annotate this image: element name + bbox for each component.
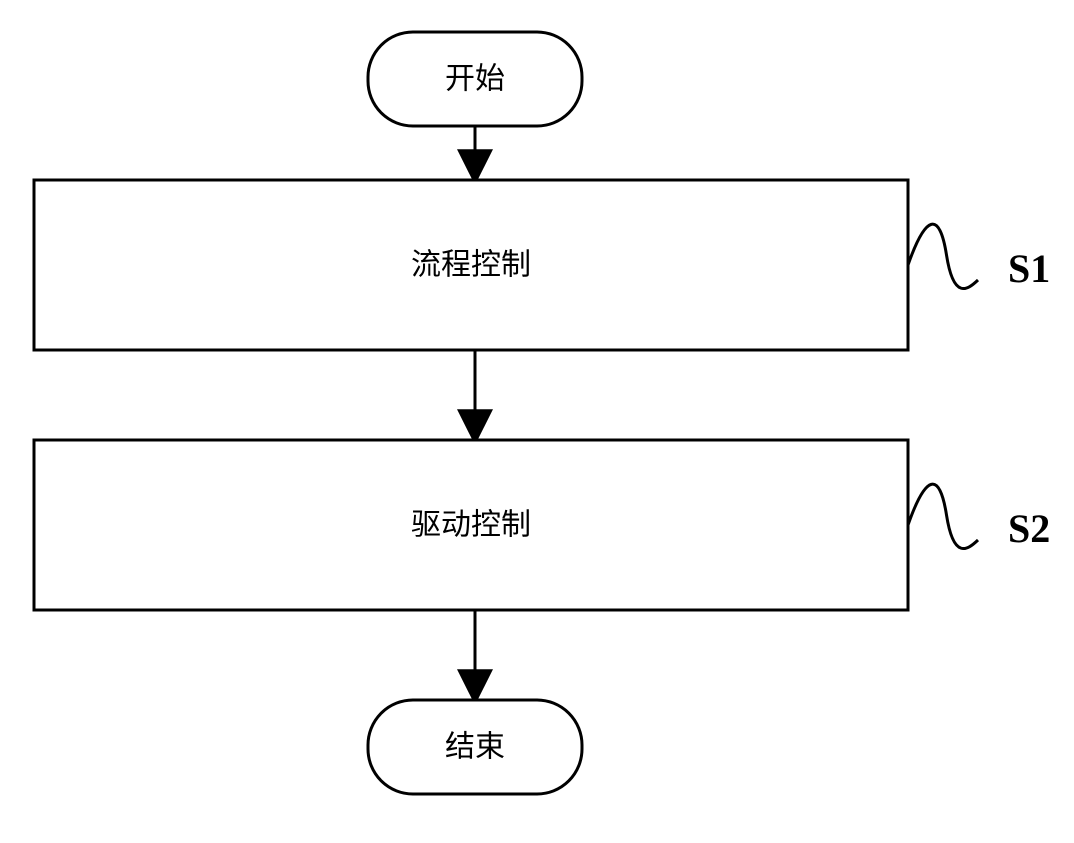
node-end: 结束	[368, 700, 582, 794]
flowchart-diagram: 开始流程控制 S1 驱动控制 S2 结束	[0, 0, 1074, 843]
node-label-process2: 驱动控制	[411, 509, 531, 542]
node-label-process1: 流程控制	[411, 249, 531, 282]
node-label-end: 结束	[445, 731, 505, 764]
annotation-connector-process2	[908, 484, 978, 548]
node-process2: 驱动控制 S2	[34, 440, 1050, 610]
annotation-label-process2: S2	[1008, 506, 1050, 551]
annotation-connector-process1	[908, 224, 978, 288]
node-process1: 流程控制 S1	[34, 180, 1050, 350]
node-start: 开始	[368, 32, 582, 126]
annotation-label-process1: S1	[1008, 246, 1050, 291]
node-label-start: 开始	[445, 63, 505, 96]
